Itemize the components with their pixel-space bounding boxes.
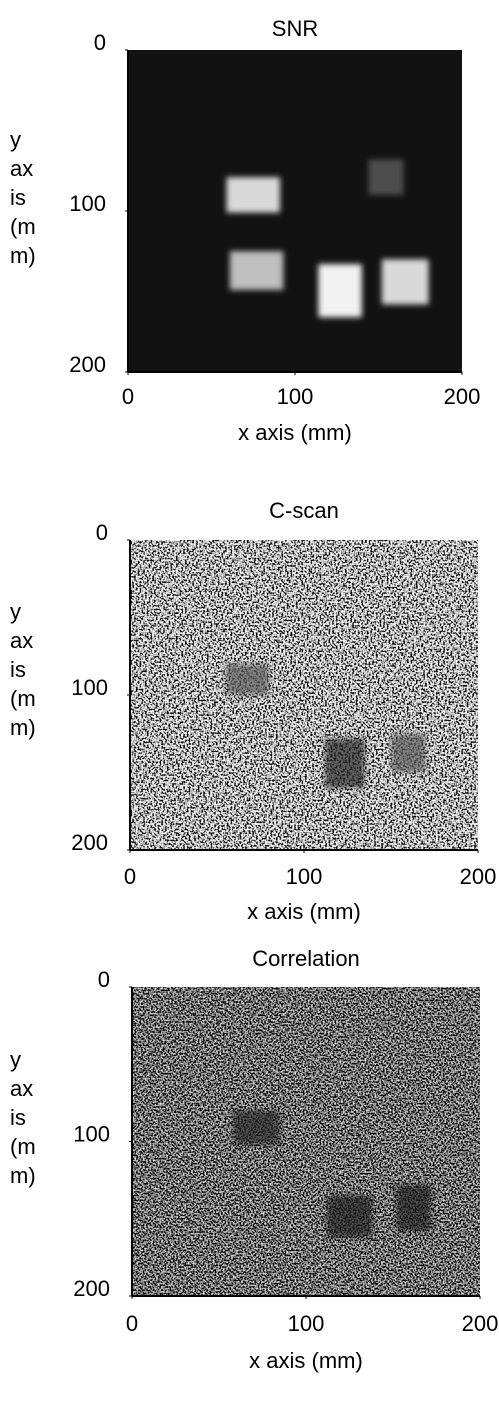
chart-title: C-scan (269, 498, 339, 523)
y-tick-label: 100 (69, 191, 106, 216)
noise-texture (130, 540, 478, 850)
x-axis-label: x axis (mm) (249, 1348, 363, 1373)
x-tick-label: 200 (462, 1311, 499, 1336)
x-tick-label: 0 (126, 1311, 138, 1336)
x-tick-label: 100 (286, 864, 323, 889)
chart-title: SNR (272, 16, 318, 41)
region (324, 738, 365, 788)
y-tick-label: 200 (69, 352, 106, 377)
region (232, 1110, 280, 1145)
region (226, 177, 280, 213)
y-tick-label: 0 (94, 30, 106, 55)
region (368, 159, 404, 195)
noise-texture (132, 987, 480, 1296)
x-axis-label: x axis (mm) (238, 420, 352, 445)
region (318, 264, 362, 318)
x-tick-label: 200 (460, 864, 497, 889)
y-axis-label: y axis (mm) (10, 127, 36, 268)
y-tick-label: 0 (98, 967, 110, 992)
y-tick-label: 100 (71, 675, 108, 700)
region (229, 251, 284, 290)
image-background (128, 50, 462, 372)
image (130, 540, 478, 850)
image (132, 987, 480, 1296)
y-axis-label: y axis (mm) (10, 1047, 36, 1188)
y-axis-label: y axis (mm) (10, 599, 36, 740)
region (326, 1195, 373, 1238)
x-tick-label: 200 (444, 384, 481, 409)
region (391, 733, 426, 773)
y-tick-label: 100 (73, 1121, 110, 1146)
x-tick-label: 100 (277, 384, 314, 409)
region (396, 1184, 432, 1232)
x-tick-label: 100 (288, 1311, 325, 1336)
x-tick-label: 0 (122, 384, 134, 409)
y-tick-label: 200 (73, 1276, 110, 1301)
y-tick-label: 0 (96, 520, 108, 545)
image (128, 50, 462, 372)
y-tick-label: 200 (71, 830, 108, 855)
chart-title: Correlation (252, 946, 360, 971)
region (225, 664, 270, 695)
x-axis-label: x axis (mm) (247, 899, 361, 924)
region (381, 259, 429, 305)
x-tick-label: 0 (124, 864, 136, 889)
